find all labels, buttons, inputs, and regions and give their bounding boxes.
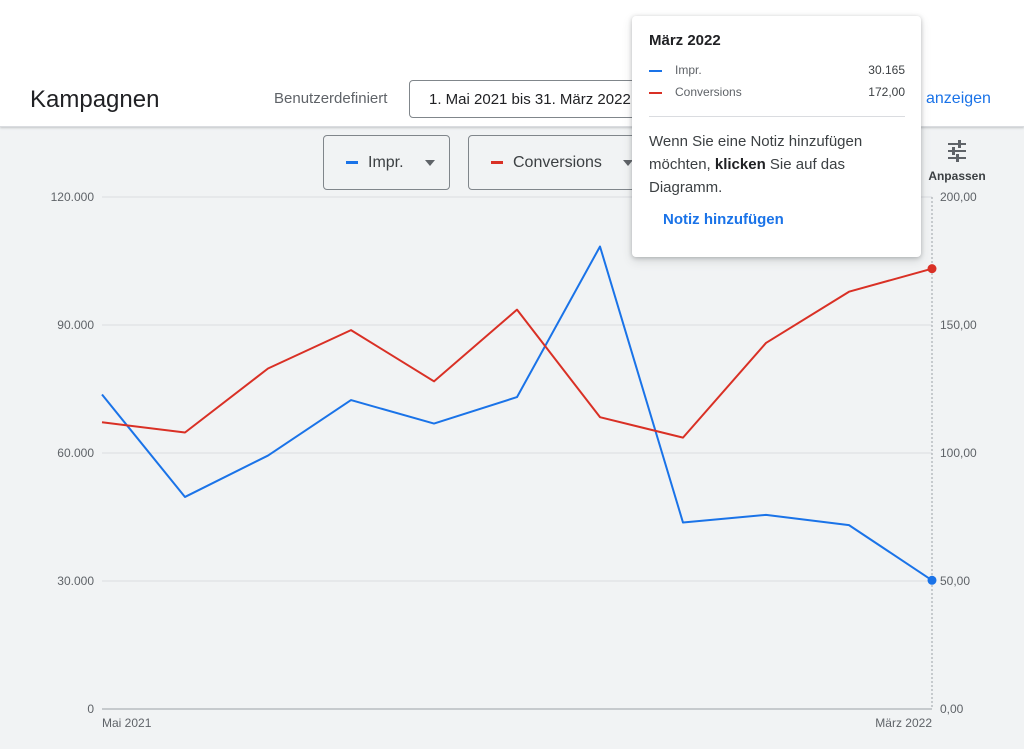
y-right-tick-label: 100,00 (940, 446, 977, 460)
show-link[interactable]: anzeigen (926, 90, 991, 107)
y-left-tick-label: 90.000 (57, 318, 94, 332)
y-left-tick-label: 120.000 (51, 190, 95, 204)
dropdown-arrow-icon (424, 159, 435, 166)
conversions-line-icon (649, 92, 662, 94)
tooltip-row-value: 30.165 (868, 63, 905, 77)
y-right-tick-label: 200,00 (940, 190, 977, 204)
tooltip-note-prefix: Wenn Sie eine Notiz hinzufügen möchten, (649, 133, 863, 173)
tooltip-row-name: Impr. (675, 63, 702, 77)
dropdown-arrow-icon (622, 159, 633, 166)
tune-icon (948, 140, 966, 162)
y-left-tick-label: 60.000 (57, 446, 94, 460)
y-right-tick-label: 50,00 (940, 574, 970, 588)
tooltip-row-conversions: Conversions 172,00 (649, 85, 905, 103)
date-range-type-label: Benutzerdefiniert (274, 90, 388, 107)
impressions-legend-icon (346, 161, 358, 164)
tooltip-note-suffix: Sie auf das Diagramm. (649, 156, 845, 196)
y-right-tick-label: 150,00 (940, 318, 977, 332)
y-left-tick-label: 0 (87, 702, 94, 716)
tooltip-row-name: Conversions (675, 85, 742, 99)
x-tick-label: Mai 2021 (102, 716, 152, 730)
x-tick-label: März 2022 (875, 716, 932, 730)
metric-chip-label: Impr. (368, 153, 404, 171)
series-line-conversions (101, 267, 933, 439)
chart-tooltip: März 2022 Impr. 30.165 Conversions 172,0… (632, 16, 921, 257)
series-line-impr (101, 245, 933, 582)
hover-point (927, 264, 937, 274)
tooltip-divider (649, 116, 905, 117)
tooltip-note: Wenn Sie eine Notiz hinzufügen möchten, … (649, 130, 909, 199)
tooltip-row-impressions: Impr. 30.165 (649, 63, 905, 81)
page-title: Kampagnen (30, 86, 160, 113)
adjust-button[interactable]: Anpassen (922, 140, 992, 190)
conversions-legend-icon (491, 161, 503, 164)
add-note-link[interactable]: Notiz hinzufügen (663, 211, 784, 228)
hover-point (927, 575, 937, 585)
y-right-tick-label: 0,00 (940, 702, 964, 716)
impressions-line-icon (649, 70, 662, 72)
metric-chip-impressions[interactable]: Impr. (323, 135, 450, 190)
metric-chip-conversions[interactable]: Conversions (468, 135, 648, 190)
tooltip-note-bold: klicken (714, 156, 766, 173)
adjust-button-label: Anpassen (928, 169, 986, 183)
tooltip-row-value: 172,00 (868, 85, 905, 99)
tooltip-title: März 2022 (649, 32, 721, 49)
metric-chip-label: Conversions (513, 153, 602, 171)
y-left-tick-label: 30.000 (57, 574, 94, 588)
